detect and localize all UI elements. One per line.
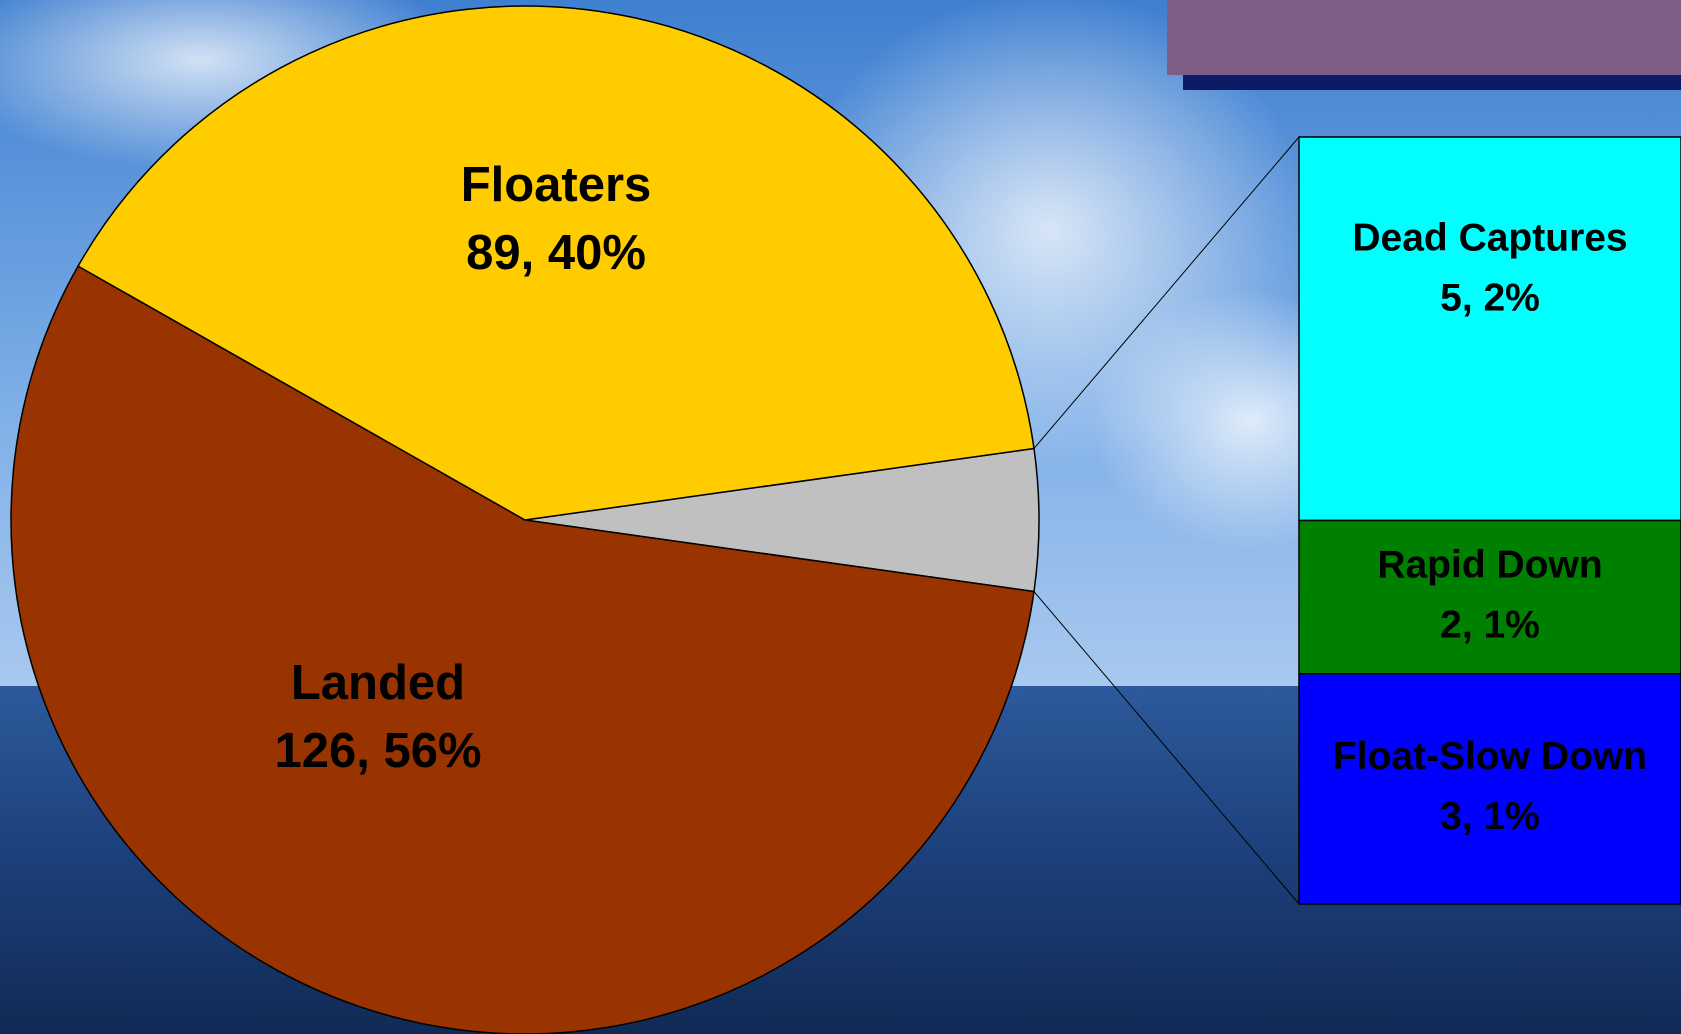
pie-slice [77, 5, 1035, 521]
bar-value-label: 3, 1% [1440, 795, 1540, 838]
bar-segment [1298, 519, 1681, 675]
slice-label: Floaters [461, 158, 652, 212]
plot-area: Landed 126, 56% Floaters 89, 40% Dead Captur… [10, 5, 1681, 1034]
connector-line [1033, 591, 1300, 905]
photo-underline [1183, 75, 1681, 90]
pie-slice [10, 265, 1035, 1034]
bar-value-label: 2, 1% [1440, 603, 1540, 646]
slice-label: Landed [291, 656, 465, 710]
bar-label: Rapid Down [1377, 543, 1602, 586]
bar-label: Dead Captures [1352, 216, 1627, 259]
slice-value-label: 89, 40% [466, 226, 646, 280]
slice-value-label: 126, 56% [274, 724, 481, 778]
photo-fragment [1167, 0, 1681, 75]
connector-line [1033, 136, 1300, 449]
bar-segment [1298, 136, 1681, 522]
bar-value-label: 5, 2% [1440, 276, 1540, 319]
bar-label: Float-Slow Down [1333, 735, 1647, 778]
bar-segment [1298, 673, 1681, 905]
